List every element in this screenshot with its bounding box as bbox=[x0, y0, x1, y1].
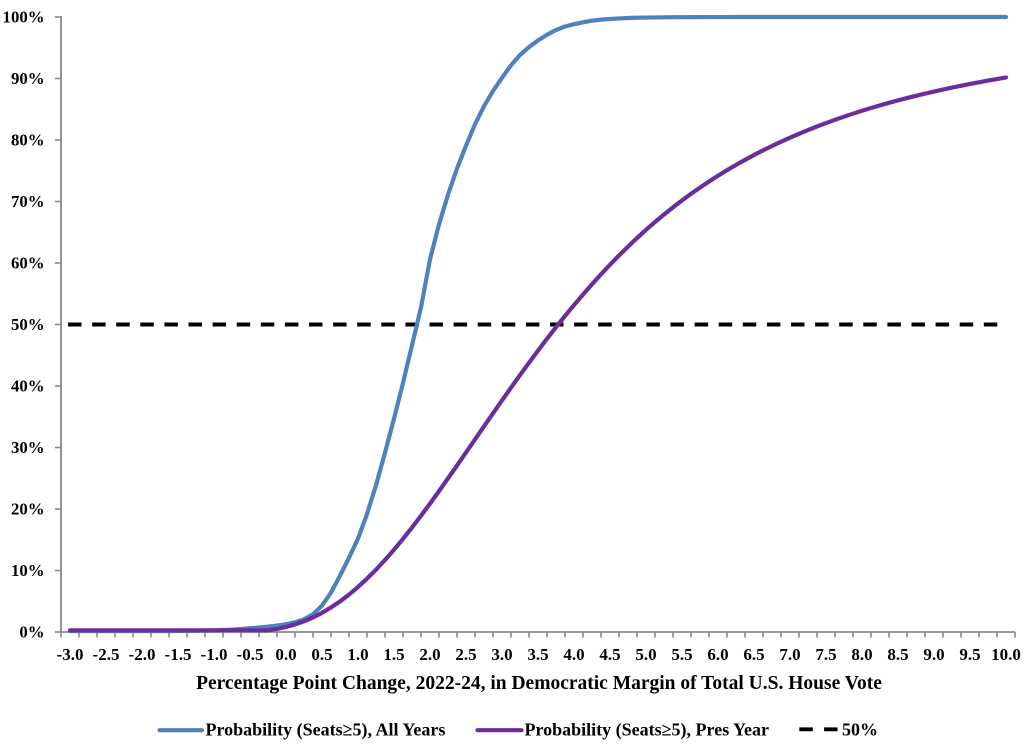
svg-text:3.5: 3.5 bbox=[527, 645, 548, 664]
svg-text:4.5: 4.5 bbox=[599, 645, 620, 664]
svg-text:30%: 30% bbox=[11, 438, 45, 457]
svg-text:5.0: 5.0 bbox=[635, 645, 656, 664]
svg-text:7.5: 7.5 bbox=[815, 645, 836, 664]
svg-text:10%: 10% bbox=[11, 561, 45, 580]
svg-text:-1.0: -1.0 bbox=[201, 645, 228, 664]
svg-text:-1.5: -1.5 bbox=[165, 645, 192, 664]
svg-text:5.5: 5.5 bbox=[671, 645, 692, 664]
svg-text:10.0: 10.0 bbox=[991, 645, 1021, 664]
svg-text:60%: 60% bbox=[11, 253, 45, 272]
svg-text:-2.5: -2.5 bbox=[93, 645, 120, 664]
svg-text:90%: 90% bbox=[11, 69, 45, 88]
svg-text:1.5: 1.5 bbox=[383, 645, 404, 664]
svg-text:40%: 40% bbox=[11, 376, 45, 395]
svg-text:-3.0: -3.0 bbox=[57, 645, 84, 664]
svg-text:0.0: 0.0 bbox=[275, 645, 296, 664]
svg-text:3.0: 3.0 bbox=[491, 645, 512, 664]
svg-text:Probability (Seats≥5), Pres Ye: Probability (Seats≥5), Pres Year bbox=[525, 720, 770, 741]
svg-text:9.0: 9.0 bbox=[923, 645, 944, 664]
svg-text:2.0: 2.0 bbox=[419, 645, 440, 664]
svg-text:8.0: 8.0 bbox=[851, 645, 872, 664]
svg-text:8.5: 8.5 bbox=[887, 645, 908, 664]
svg-text:1.0: 1.0 bbox=[347, 645, 368, 664]
svg-text:70%: 70% bbox=[11, 192, 45, 211]
svg-text:4.0: 4.0 bbox=[563, 645, 584, 664]
svg-text:6.0: 6.0 bbox=[707, 645, 728, 664]
svg-text:7.0: 7.0 bbox=[779, 645, 800, 664]
svg-text:-0.5: -0.5 bbox=[237, 645, 264, 664]
svg-text:9.5: 9.5 bbox=[959, 645, 980, 664]
svg-text:2.5: 2.5 bbox=[455, 645, 476, 664]
svg-text:Probability (Seats≥5), All Yea: Probability (Seats≥5), All Years bbox=[206, 720, 446, 741]
svg-text:80%: 80% bbox=[11, 130, 45, 149]
svg-text:50%: 50% bbox=[11, 315, 45, 334]
svg-text:-2.0: -2.0 bbox=[129, 645, 156, 664]
svg-text:50%: 50% bbox=[842, 720, 878, 740]
svg-text:100%: 100% bbox=[3, 7, 45, 26]
svg-text:0%: 0% bbox=[19, 622, 44, 641]
svg-text:6.5: 6.5 bbox=[743, 645, 764, 664]
svg-text:20%: 20% bbox=[11, 499, 45, 518]
svg-text:0.5: 0.5 bbox=[311, 645, 332, 664]
svg-text:Percentage Point Change, 2022-: Percentage Point Change, 2022-24, in Dem… bbox=[196, 673, 882, 694]
